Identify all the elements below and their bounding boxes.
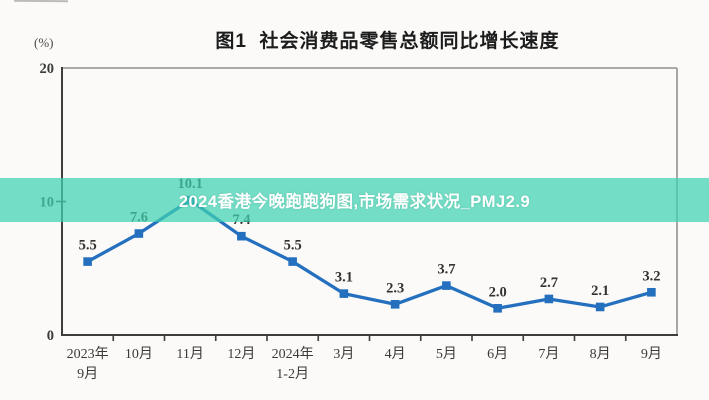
- data-label: 3.2: [642, 268, 660, 284]
- x-axis-tick-label: 3月: [333, 346, 354, 362]
- data-label: 2.0: [489, 284, 507, 300]
- data-point-marker: [493, 304, 502, 313]
- x-axis-tick-label: 2023年: [67, 346, 109, 362]
- data-label: 3.1: [335, 270, 353, 286]
- data-point-marker: [288, 257, 297, 266]
- x-axis-tick-label: 4月: [385, 346, 406, 362]
- y-axis-tick-label: 20: [40, 61, 55, 77]
- data-point-marker: [647, 287, 656, 297]
- x-axis-tick-label: 12月: [227, 346, 255, 362]
- chart-title: 图1 社会消费品零售总额同比增长速度: [215, 31, 560, 52]
- data-point-marker: [134, 229, 144, 238]
- overlay-watermark-banner: 2024香港今晚跑跑狗图,市场需求状况_PMJ2.9: [0, 178, 709, 222]
- x-axis-tick-label: 1-2月: [276, 366, 309, 382]
- y-axis-tick-label: 0: [47, 328, 54, 344]
- data-label: 3.7: [437, 262, 455, 278]
- data-label: 5.5: [79, 238, 97, 254]
- y-axis-unit-label: (%): [34, 35, 54, 50]
- data-point-marker: [595, 302, 605, 312]
- data-point-marker: [339, 289, 349, 298]
- data-point-marker: [442, 281, 451, 290]
- x-axis-tick-label: 9月: [641, 346, 662, 362]
- overlay-watermark-text: 2024香港今晚跑跑狗图,市场需求状况_PMJ2.9: [178, 193, 531, 211]
- x-axis-tick-label: 7月: [538, 346, 559, 362]
- data-label: 2.7: [540, 275, 558, 291]
- data-point-marker: [237, 231, 246, 241]
- data-point-marker: [544, 294, 554, 304]
- x-axis-tick-label: 10月: [125, 346, 153, 362]
- x-axis-tick-label: 11月: [176, 346, 203, 362]
- data-point-marker: [390, 299, 400, 309]
- x-axis-tick-label: 6月: [487, 346, 508, 362]
- x-axis-tick-label: 2024年: [272, 346, 314, 362]
- data-label: 2.3: [386, 280, 404, 296]
- data-label: 5.5: [284, 238, 302, 254]
- x-axis-tick-label: 9月: [77, 366, 98, 382]
- data-label: 2.1: [591, 283, 609, 299]
- data-point-marker: [83, 257, 92, 266]
- x-axis-tick-label: 8月: [590, 346, 611, 362]
- x-axis-tick-label: 5月: [436, 346, 457, 362]
